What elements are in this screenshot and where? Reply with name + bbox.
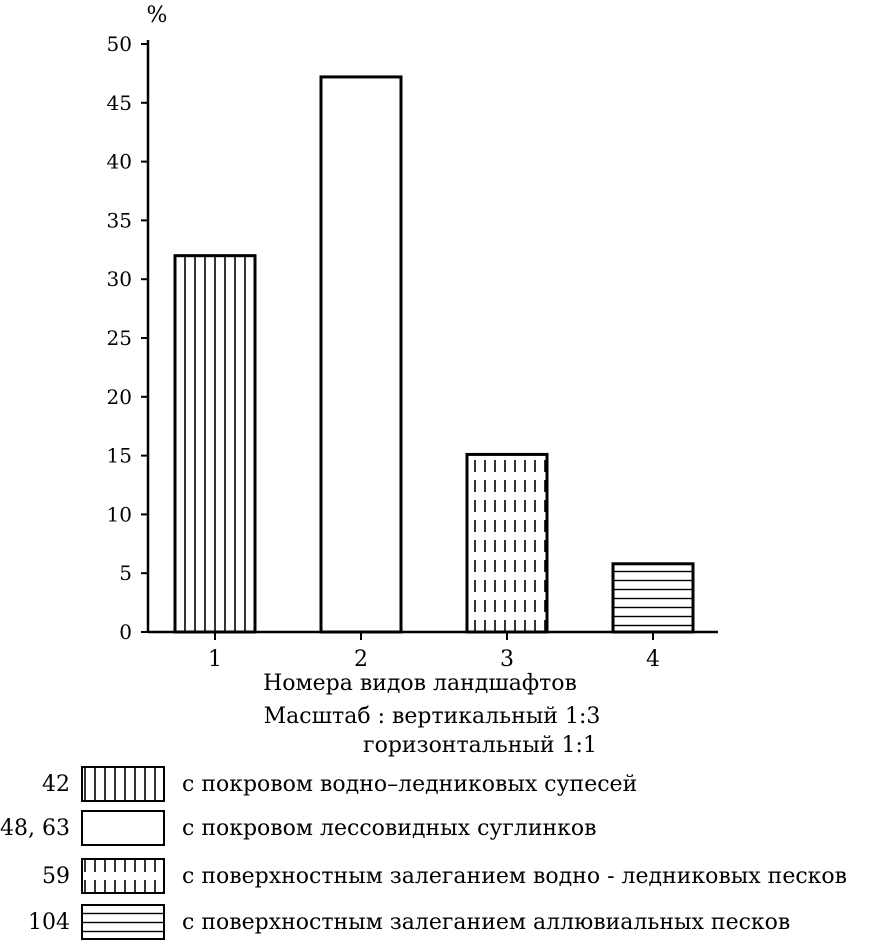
legend-code: 42 [42,772,70,797]
bar-2 [319,75,403,634]
legend: 42 с покровом водно–ледниковых супесей 48,… [0,766,847,940]
x-tick-label-4: 4 [646,647,660,672]
bar-4 [611,562,695,634]
y-tick-label: 5 [119,561,132,585]
y-tick-label: 35 [107,208,132,232]
y-tick-label: 30 [107,267,132,291]
y-tick-label: 50 [107,32,132,56]
scale-vertical-note: Масштаб : вертикальный 1:3 [264,704,601,729]
x-tick-label-2: 2 [354,647,368,672]
x-axis-label: Номера видов ландшафтов [263,671,577,696]
y-tick-label: 45 [107,91,132,115]
legend-swatch [81,858,165,894]
bars [173,75,695,634]
y-axis-ticks: 0 5 10 15 20 25 30 35 40 45 50 [107,32,148,644]
legend-label: с покровом водно–ледниковых супесей [182,772,637,797]
legend-code: 104 [28,910,70,935]
x-tick-label-3: 3 [500,647,514,672]
bar-1 [173,254,257,634]
y-tick-label: 15 [107,444,132,468]
y-tick-label: 0 [119,620,132,644]
y-axis-unit: % [147,3,168,28]
y-tick-label: 25 [107,326,132,350]
legend-swatch [81,810,165,846]
category-labels: 1 2 3 4 [208,632,660,672]
y-tick-label: 40 [107,150,132,174]
bar-3 [465,452,549,634]
legend-label: с поверхностным залеганием аллювиальных … [182,910,790,935]
legend-label: с поверхностным залеганием водно - ледни… [182,864,847,889]
y-tick-label: 20 [107,385,132,409]
legend-swatch [81,766,165,802]
legend-label: с покровом лессовидных суглинков [182,816,597,841]
x-tick-label-1: 1 [208,647,222,672]
legend-swatch [81,904,165,940]
legend-code: 59 [42,864,70,889]
y-tick-label: 10 [107,502,132,526]
scale-horizontal-note: горизонтальный 1:1 [363,733,597,758]
legend-code: 48, 63 [0,816,70,841]
